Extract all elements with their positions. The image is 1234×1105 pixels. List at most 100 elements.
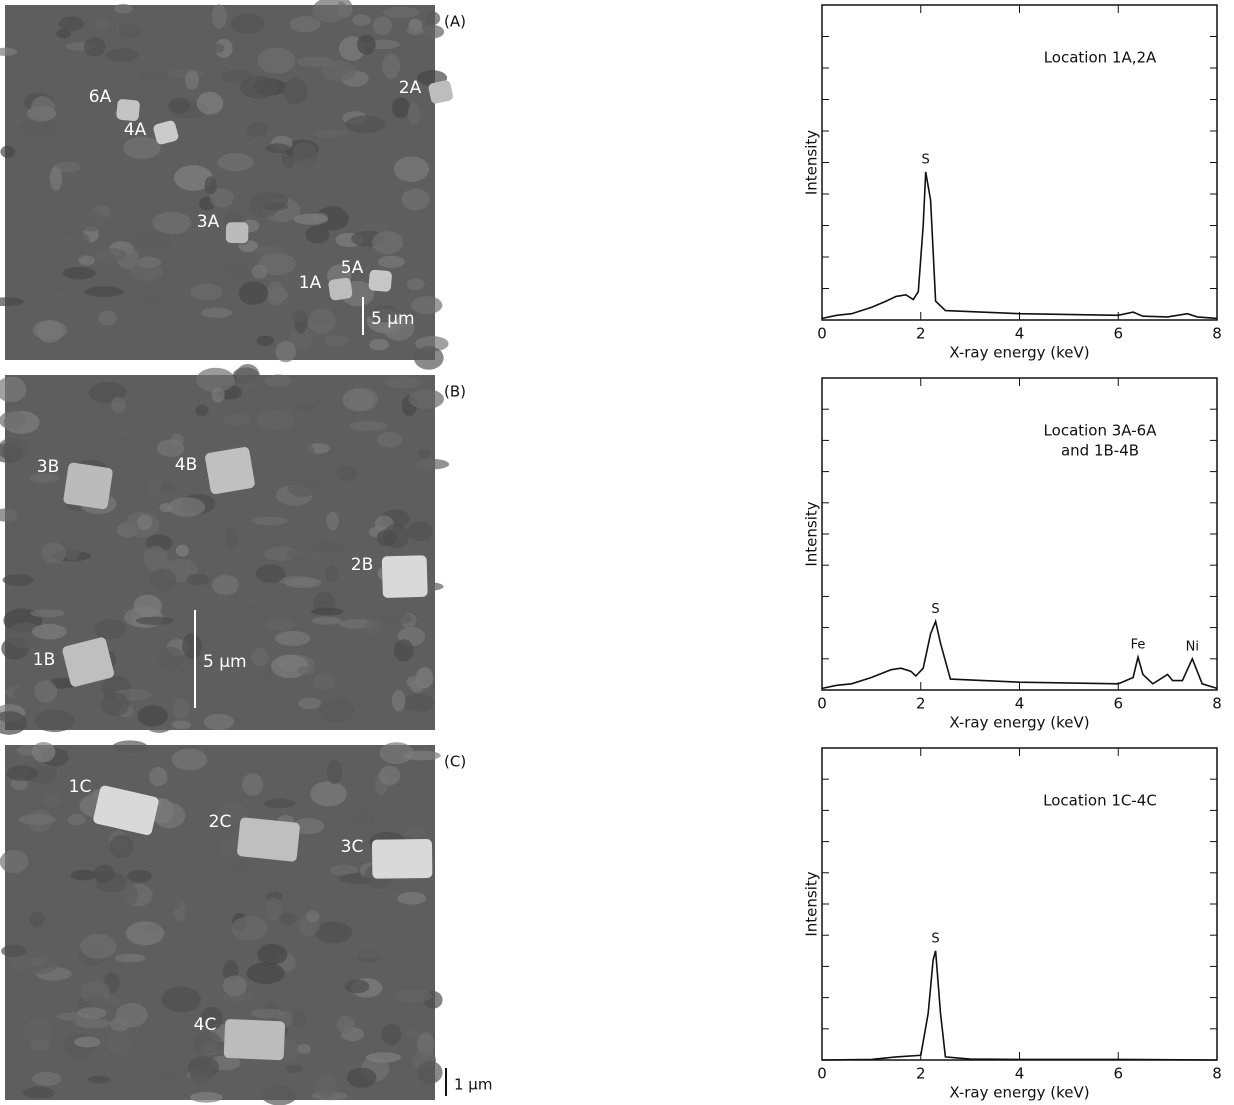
texture	[384, 376, 423, 389]
y-axis-label: Intensity	[803, 130, 821, 195]
texture	[306, 910, 320, 923]
texture	[357, 34, 376, 55]
texture	[63, 542, 81, 561]
texture	[23, 1017, 54, 1044]
texture	[309, 542, 347, 553]
texture	[111, 397, 126, 413]
texture	[312, 672, 336, 691]
x-axis-label: X-ray energy (keV)	[949, 344, 1089, 362]
texture	[261, 1086, 297, 1105]
crystal	[328, 277, 353, 301]
texture	[314, 129, 348, 138]
texture	[211, 631, 227, 655]
crystal	[62, 637, 114, 687]
marker-label: 3C	[341, 837, 364, 857]
x-axis-label: X-ray energy (keV)	[949, 1084, 1089, 1102]
texture	[189, 1091, 223, 1103]
texture	[337, 0, 353, 18]
texture	[329, 864, 359, 876]
texture	[100, 692, 130, 717]
texture	[113, 4, 133, 14]
texture	[10, 777, 28, 791]
texture	[411, 296, 443, 315]
texture	[363, 619, 384, 635]
marker-label: 4A	[124, 120, 147, 140]
texture	[293, 213, 329, 225]
texture	[293, 401, 318, 412]
texture	[296, 666, 315, 676]
texture	[413, 346, 444, 370]
texture	[283, 272, 307, 288]
texture	[34, 709, 75, 733]
texture	[345, 115, 386, 134]
texture	[84, 286, 124, 298]
texture	[0, 376, 27, 403]
texture	[394, 989, 433, 1003]
annotation: Location 3A-6A	[1044, 422, 1158, 440]
texture	[43, 794, 61, 806]
peak-label: S	[922, 152, 930, 167]
marker-label: 1C	[69, 777, 92, 797]
texture	[70, 869, 97, 881]
texture	[167, 497, 206, 517]
texture	[192, 1031, 222, 1055]
texture	[0, 508, 18, 522]
texture	[75, 1018, 111, 1029]
annotation: Location 1A,2A	[1044, 49, 1157, 67]
texture	[173, 165, 213, 191]
x-tick-label: 2	[916, 695, 926, 713]
texture	[348, 421, 388, 431]
spectrum-line	[821, 618, 1218, 690]
texture	[55, 28, 71, 39]
crystal	[381, 555, 428, 598]
texture	[112, 740, 148, 753]
sem-image	[0, 0, 453, 370]
texture	[28, 473, 60, 484]
texture	[214, 780, 241, 801]
y-axis-label: Intensity	[803, 501, 821, 566]
texture	[29, 911, 45, 928]
texture	[391, 689, 406, 712]
texture	[339, 1054, 363, 1070]
texture	[230, 13, 265, 34]
texture	[305, 225, 330, 244]
texture	[223, 264, 250, 280]
annotation: Location 1C-4C	[1043, 792, 1157, 810]
crystal	[116, 99, 140, 121]
texture	[251, 647, 269, 667]
texture	[133, 594, 162, 618]
spectrum-line	[821, 950, 1218, 1061]
texture	[376, 431, 403, 448]
texture	[266, 618, 295, 631]
texture	[307, 308, 336, 335]
texture	[143, 545, 168, 572]
texture	[115, 953, 146, 963]
texture	[196, 91, 224, 115]
texture	[95, 19, 110, 30]
texture	[406, 278, 425, 291]
texture	[251, 516, 288, 526]
texture	[242, 595, 259, 606]
scale-label: 5 μm	[371, 309, 415, 329]
x-tick-label: 6	[1113, 1065, 1123, 1083]
texture	[379, 742, 414, 765]
x-tick-label: 4	[1015, 1065, 1025, 1083]
texture	[291, 1008, 306, 1028]
texture	[325, 565, 339, 583]
texture	[157, 646, 185, 671]
marker-label: 3A	[197, 212, 220, 232]
plot-frame	[821, 377, 1218, 691]
texture	[32, 1071, 62, 1086]
texture	[0, 437, 28, 461]
sem-image	[0, 363, 450, 735]
texture	[403, 750, 441, 761]
texture	[182, 633, 202, 659]
texture	[263, 798, 296, 809]
crystal	[237, 817, 300, 862]
texture	[256, 335, 274, 346]
texture	[0, 47, 18, 56]
texture	[137, 256, 161, 269]
texture	[265, 143, 291, 154]
texture	[0, 850, 29, 874]
texture	[122, 883, 138, 906]
